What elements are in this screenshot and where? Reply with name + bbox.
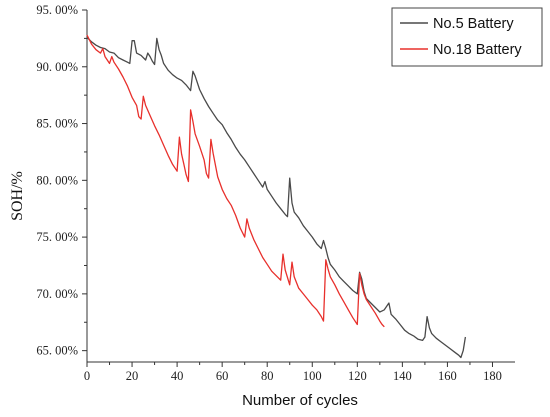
series-line-no5 [86,36,467,359]
y-tick-label: 80. 00% [36,173,78,187]
x-tick-label: 100 [303,369,322,383]
y-tick-label: 70. 00% [36,287,78,301]
x-tick-label: 160 [438,369,457,383]
x-tick-label: 40 [171,369,184,383]
axes: 0 20 40 60 80 100 120 140 160 180 65. 00% 70. 00% 75… [36,3,515,383]
y-tick-label: 75. 00% [36,230,78,244]
x-tick-label: 20 [126,369,139,383]
x-tick-label: 0 [84,369,90,383]
series-line-no18 [86,34,385,328]
y-tick-label: 95. 00% [36,3,78,17]
x-axis-title: Number of cycles [242,392,358,409]
legend-label-no5: No.5 Battery [433,16,514,32]
x-tick-label: 140 [393,369,412,383]
legend: No.5 Battery No.18 Battery [391,7,543,67]
y-axis-title: SOH/% [9,171,26,221]
y-tick-label: 85. 00% [36,117,78,131]
x-tick-label: 80 [261,369,274,383]
x-tick-label: 120 [348,369,367,383]
legend-box [391,7,543,67]
y-tick-label: 90. 00% [36,60,78,74]
x-tick-label: 60 [216,369,229,383]
x-tick-label: 180 [483,369,502,383]
legend-label-no18: No.18 Battery [433,42,522,58]
y-tick-label: 65. 00% [36,344,78,358]
series-layer [86,34,467,359]
